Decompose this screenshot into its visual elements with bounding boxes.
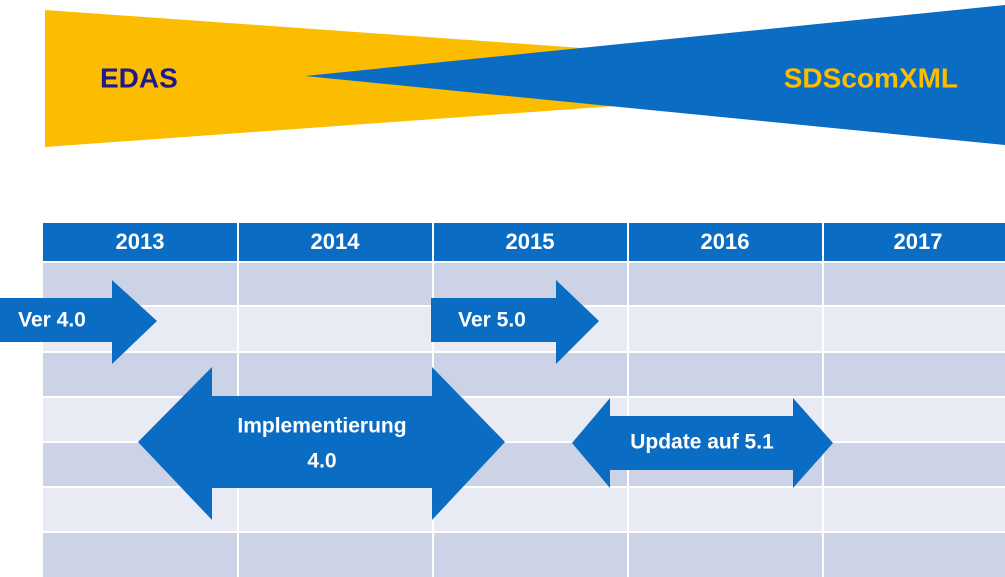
double-arrow (572, 398, 833, 488)
arrow (431, 280, 599, 364)
arrow-label: Ver 5.0 (458, 309, 526, 332)
double-arrow (138, 367, 505, 520)
year: 2013 (116, 229, 165, 254)
sdscomxml-wedge (305, 5, 1005, 145)
year: 2015 (506, 229, 555, 254)
year: 2017 (894, 229, 943, 254)
right-label: SDScomXML (784, 62, 958, 93)
arrow-label: Ver 4.0 (18, 309, 86, 332)
arrow (0, 280, 157, 364)
year: 2014 (311, 229, 361, 254)
arrow-label: Implementierung (237, 415, 406, 438)
row (42, 532, 1005, 577)
year: 2016 (701, 229, 750, 254)
left-label: EDAS (100, 62, 178, 93)
arrow-label: Update auf 5.1 (630, 431, 774, 454)
arrow-label: 4.0 (307, 450, 336, 473)
row (42, 352, 1005, 397)
row (42, 487, 1005, 532)
table-header (42, 222, 1005, 262)
